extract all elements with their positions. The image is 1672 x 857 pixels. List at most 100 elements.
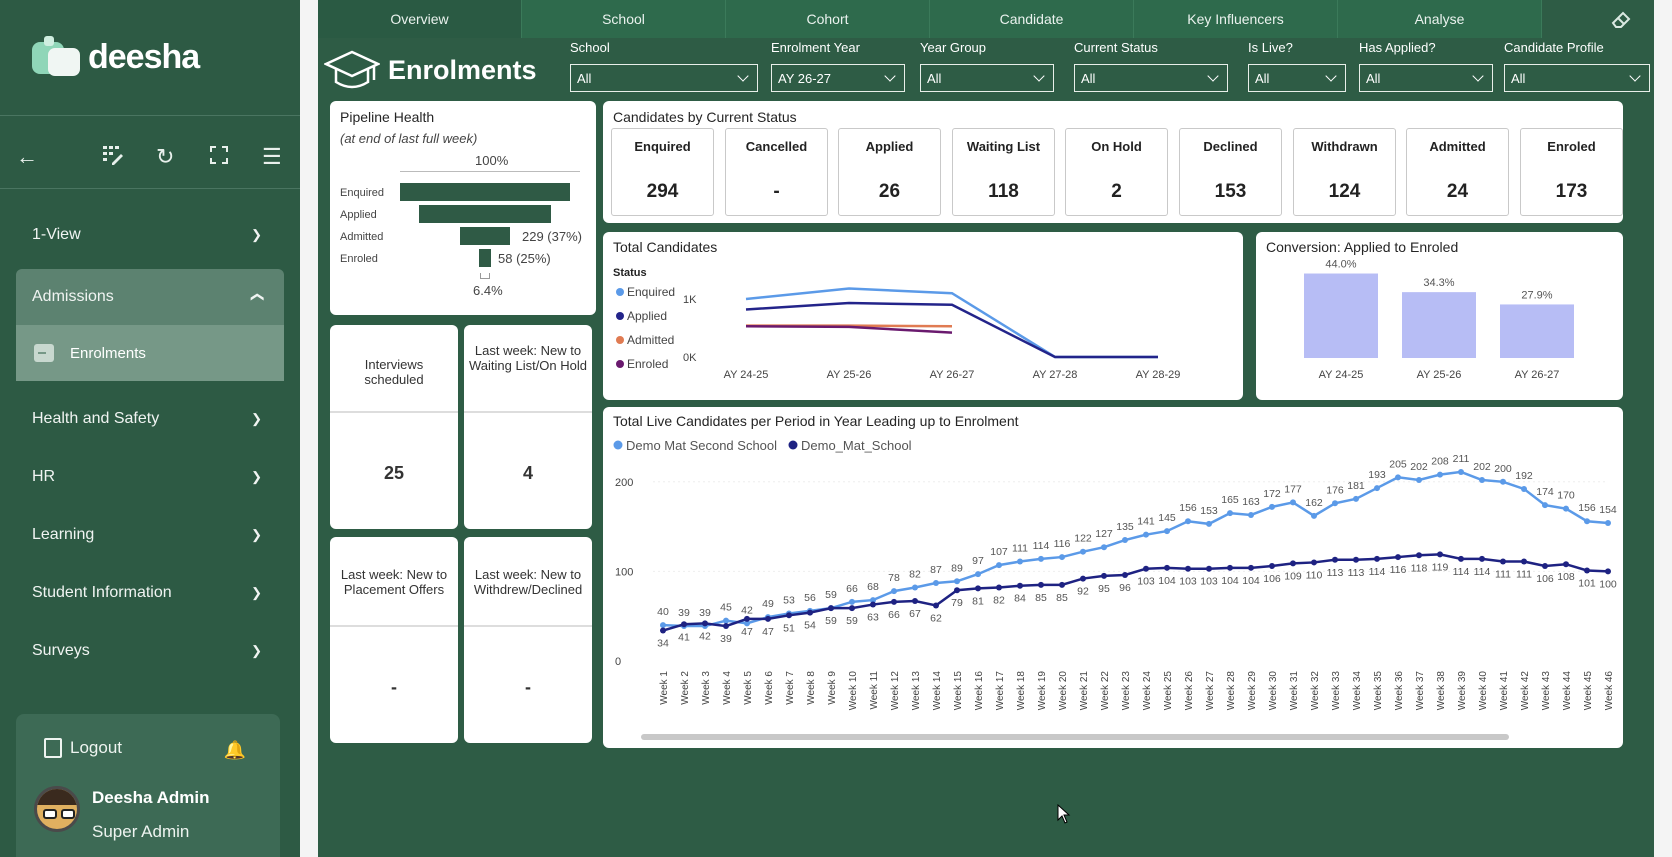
data-label: 113 [1327, 567, 1344, 579]
deesha-logo[interactable]: deesha [30, 36, 200, 78]
report-icon [34, 344, 54, 362]
nav-item-health-and-safety[interactable]: Health and Safety ❯ [16, 394, 284, 444]
nav-item-hr[interactable]: HR ❯ [16, 452, 284, 502]
tab-key-influencers[interactable]: Key Influencers [1134, 0, 1338, 38]
status-cancelled[interactable]: Cancelled - [725, 128, 828, 216]
kpi-label: Interviews scheduled [364, 357, 424, 387]
data-label: 67 [909, 608, 921, 620]
pipeline-title: Pipeline Health [340, 109, 435, 125]
tab-cohort[interactable]: Cohort [726, 0, 930, 38]
filter-candidate-profile-select[interactable]: All [1504, 64, 1650, 92]
data-point [1374, 555, 1380, 562]
kpi-new-placement-offers[interactable]: Last week: New to Placement Offers - [330, 537, 458, 743]
status-title: Candidates by Current Status [613, 109, 797, 125]
nav-item-learning[interactable]: Learning ❯ [16, 510, 284, 560]
kpi-new-waiting-list[interactable]: Last week: New to Waiting List/On Hold 4 [464, 325, 592, 529]
data-label: 78 [888, 572, 900, 584]
chevron-down-icon: ❯ [251, 643, 262, 658]
data-label: 101 [1578, 578, 1596, 590]
status-enquired[interactable]: Enquired 294 [611, 128, 714, 216]
refresh-icon[interactable]: ↻ [156, 144, 175, 169]
status-value: 24 [1446, 181, 1469, 202]
y-tick-label: 200 [615, 477, 633, 489]
status-admitted[interactable]: Admitted 24 [1406, 128, 1509, 216]
x-tick-label: Week 27 [1205, 671, 1216, 711]
legend-marker [616, 360, 624, 368]
tab-candidate[interactable]: Candidate [930, 0, 1134, 38]
legend-marker [616, 336, 624, 344]
status-on-hold[interactable]: On Hold 2 [1065, 128, 1168, 216]
candidates-status-card[interactable]: Candidates by Current Status Enquired 294… [603, 101, 1623, 223]
pipeline-health-card[interactable]: Pipeline Health (at end of last full wee… [330, 101, 596, 315]
filter-enrolment-year-select[interactable]: AY 26-27 [771, 64, 905, 92]
data-label: 51 [783, 622, 795, 634]
kpi-interviews-scheduled[interactable]: Interviews scheduled 25 [330, 325, 458, 529]
fullscreen-icon[interactable] [210, 144, 228, 170]
nav-label: Surveys [32, 642, 90, 659]
data-point [996, 562, 1002, 569]
tab-overview[interactable]: Overview [318, 0, 522, 38]
data-point [1584, 518, 1590, 525]
data-point [1563, 561, 1569, 568]
total-candidates-card[interactable]: Total Candidates Status Enquired Applied Adm… [603, 232, 1243, 400]
logout-button[interactable]: Logout [44, 738, 122, 758]
avatar[interactable] [34, 786, 80, 832]
bell-icon[interactable]: 🔔 [223, 740, 246, 760]
data-label: 89 [951, 562, 963, 574]
data-point [723, 617, 729, 624]
data-label: 118 [1411, 562, 1428, 574]
status-value: 26 [878, 181, 901, 202]
filter-current-status-select[interactable]: All [1074, 64, 1228, 92]
nav-item-1-view[interactable]: 1-View ❯ [16, 210, 284, 260]
tab-school[interactable]: School [522, 0, 726, 38]
data-label: 96 [1119, 582, 1131, 594]
filter-edit-icon[interactable] [102, 144, 124, 172]
filter-is-live-select[interactable]: All [1248, 64, 1346, 92]
chart-title: Total Candidates [613, 239, 717, 255]
filter-school-select[interactable]: All [570, 64, 758, 92]
data-point [891, 588, 897, 595]
x-tick-label: Week 4 [722, 671, 733, 705]
status-withdrawn[interactable]: Withdrawn 124 [1293, 128, 1396, 216]
x-tick-label: Week 35 [1373, 671, 1384, 711]
data-point [1500, 478, 1506, 485]
data-label: 56 [804, 592, 816, 604]
filter-year-group-select[interactable]: All [920, 64, 1054, 92]
data-label: 192 [1515, 470, 1533, 482]
eraser-icon[interactable] [1610, 8, 1632, 30]
data-label: 202 [1473, 461, 1491, 473]
live-candidates-card[interactable]: Total Live Candidates per Period in Year… [603, 407, 1623, 748]
back-arrow-icon[interactable]: ← [16, 144, 38, 169]
x-tick-label: Week 40 [1478, 671, 1489, 711]
status-label: Enquired [634, 139, 691, 154]
nav-item-student-information[interactable]: Student Information ❯ [16, 568, 284, 618]
sidebar-toolbar: ← ↻ ☰ [0, 134, 300, 176]
nav-item-admissions[interactable]: Admissions ❯ [16, 269, 284, 325]
x-tick-label: AY 24-25 [724, 369, 769, 381]
x-tick-label: Week 38 [1436, 671, 1447, 711]
data-label: 39 [678, 607, 690, 619]
filter-has-applied-select[interactable]: All [1359, 64, 1493, 92]
data-point [1290, 499, 1296, 506]
menu-icon[interactable]: ☰ [262, 144, 282, 169]
status-enroled[interactable]: Enroled 173 [1520, 128, 1623, 216]
status-applied[interactable]: Applied 26 [838, 128, 941, 216]
status-declined[interactable]: Declined 153 [1179, 128, 1282, 216]
data-point [807, 609, 813, 616]
x-tick-label: Week 6 [764, 671, 775, 705]
data-label: 42 [741, 604, 753, 616]
kpi-new-withdrew-declined[interactable]: Last week: New to Withdrew/Declined - [464, 537, 592, 743]
data-point [975, 585, 981, 592]
nav-subitem-enrolments[interactable]: Enrolments [16, 325, 284, 381]
data-label: 44.0% [1325, 259, 1356, 271]
chart-title: Conversion: Applied to Enroled [1266, 239, 1458, 255]
data-label: 82 [909, 569, 921, 581]
data-point [1059, 554, 1065, 561]
data-point [744, 615, 750, 622]
nav-item-surveys[interactable]: Surveys ❯ [16, 626, 284, 676]
conversion-card[interactable]: Conversion: Applied to Enroled 44.0% AY 24… [1256, 232, 1623, 400]
data-label: 106 [1536, 573, 1554, 585]
status-waiting-list[interactable]: Waiting List 118 [952, 128, 1055, 216]
data-point [786, 612, 792, 619]
tab-analyse[interactable]: Analyse [1338, 0, 1542, 38]
